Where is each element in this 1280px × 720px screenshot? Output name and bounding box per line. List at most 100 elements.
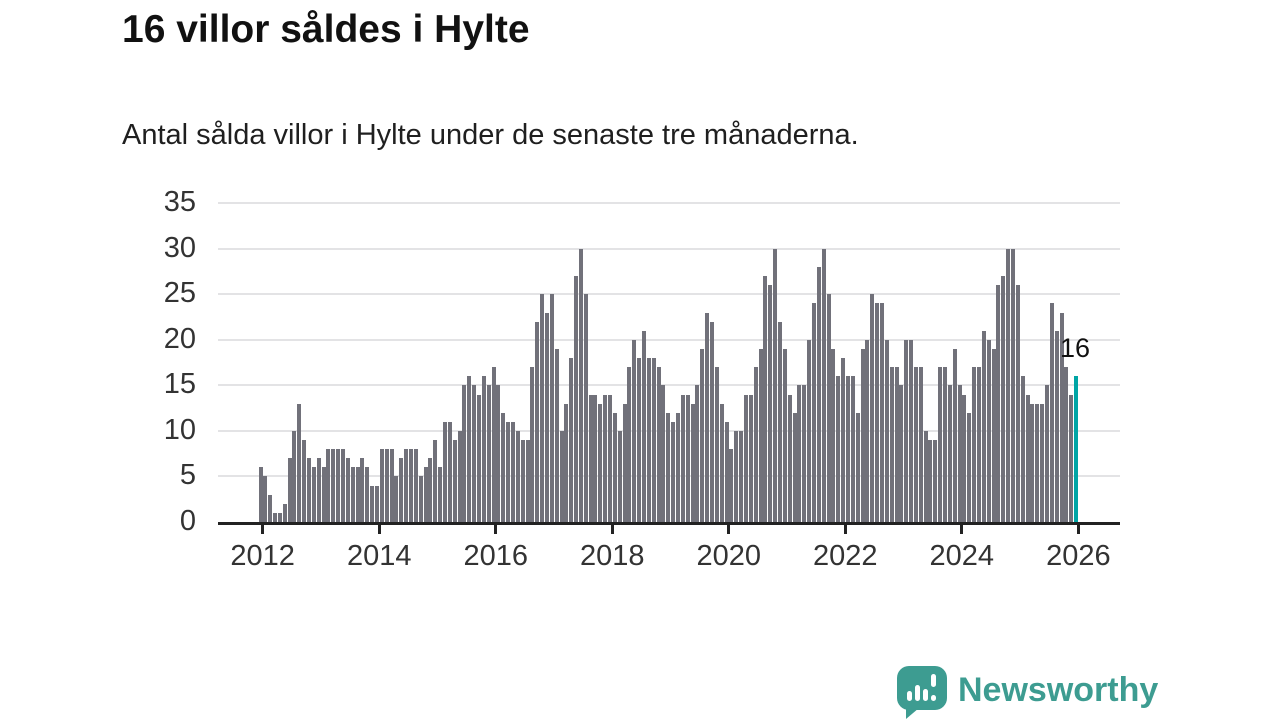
bar-month xyxy=(763,276,768,522)
bar-month xyxy=(569,358,574,522)
bar-month xyxy=(336,449,341,522)
bar-month xyxy=(535,321,540,522)
bar-month xyxy=(423,467,428,522)
x-axis-tick xyxy=(494,525,498,534)
bar-month xyxy=(933,440,938,522)
newsworthy-bubble-chart-icon xyxy=(897,664,947,719)
bar-month xyxy=(977,367,982,522)
bar-month xyxy=(899,385,904,522)
bar-month xyxy=(1011,248,1016,522)
bar-month xyxy=(491,367,496,522)
gridline xyxy=(218,338,1120,341)
bar-month xyxy=(549,294,554,522)
bar-month xyxy=(637,358,642,522)
bar-month xyxy=(515,430,520,522)
bar-month xyxy=(593,394,598,522)
bar-month xyxy=(598,403,603,522)
bar-month xyxy=(622,403,627,522)
bar-month xyxy=(787,394,792,522)
bar-month xyxy=(719,403,724,522)
bar-month xyxy=(710,321,714,522)
bar-month xyxy=(860,349,865,522)
bar-chart-plot-area xyxy=(218,195,1120,534)
bar-month xyxy=(646,358,651,522)
bar-month xyxy=(836,376,841,522)
bar-month xyxy=(714,367,719,522)
bar-month xyxy=(375,485,380,522)
bar-month xyxy=(642,330,647,522)
bar-month xyxy=(520,440,525,522)
bar-month xyxy=(1040,403,1045,522)
bar-month xyxy=(981,330,986,522)
bar-month xyxy=(418,476,423,522)
bar-month xyxy=(705,312,710,522)
bar-month xyxy=(972,367,977,522)
bar-month xyxy=(554,349,559,522)
bar-month xyxy=(744,394,748,522)
bar-month xyxy=(612,412,617,522)
bar-month xyxy=(923,430,928,522)
bar-month xyxy=(540,294,545,522)
bar-month xyxy=(530,367,535,522)
bar-month xyxy=(821,248,826,522)
bar-month xyxy=(967,412,972,522)
bar-month xyxy=(268,494,273,522)
bar-month xyxy=(1015,285,1020,522)
bar-month xyxy=(559,430,564,522)
bar-month xyxy=(292,430,297,522)
bar-month xyxy=(748,394,753,522)
bar-month xyxy=(287,458,292,522)
bar-month xyxy=(452,440,457,522)
bar-month xyxy=(1054,330,1059,522)
bar-month xyxy=(913,367,918,522)
bar-month xyxy=(365,467,370,522)
bar-month xyxy=(1020,376,1025,522)
bar-month xyxy=(1006,248,1011,522)
x-axis-tick xyxy=(727,525,731,534)
last-value-label: 16 xyxy=(1060,333,1091,363)
bar-month xyxy=(302,440,307,522)
x-tick-label: 2012 xyxy=(230,540,295,572)
bar-month xyxy=(544,312,549,522)
bar-month xyxy=(758,349,763,522)
gridline xyxy=(218,247,1120,250)
x-tick-label: 2020 xyxy=(696,540,762,572)
bar-month xyxy=(700,349,705,522)
bar-month xyxy=(792,412,797,522)
bar-month xyxy=(996,285,1001,522)
brand-name: Newsworthy xyxy=(958,670,1159,709)
bar-month xyxy=(777,321,782,522)
bar-month xyxy=(1069,394,1074,522)
bar-month xyxy=(578,248,583,522)
x-axis-tick xyxy=(1076,525,1080,534)
bar-month xyxy=(879,303,884,522)
bar-month xyxy=(904,339,909,522)
x-axis-tick xyxy=(261,525,265,534)
bar-month xyxy=(467,376,472,522)
bar-month xyxy=(1064,367,1069,522)
bar-month xyxy=(811,303,816,522)
y-tick-label: 20 xyxy=(163,322,196,355)
bar-month xyxy=(1025,394,1030,522)
bar-month xyxy=(952,349,957,522)
x-tick-label: 2026 xyxy=(1046,540,1111,572)
bar-month xyxy=(768,285,773,522)
bar-month xyxy=(1049,303,1054,522)
bar-month xyxy=(807,339,812,522)
bar-month xyxy=(909,339,914,522)
bar-month xyxy=(472,385,477,522)
bar-month xyxy=(855,412,860,522)
bar-month xyxy=(734,430,739,522)
bar-month xyxy=(938,367,943,522)
bar-month xyxy=(345,458,350,522)
bar-month xyxy=(574,276,579,522)
bar-month xyxy=(384,449,389,522)
page-title: 16 villor såldes i Hylte xyxy=(122,8,530,51)
bar-month xyxy=(845,376,850,522)
bar-month xyxy=(350,467,355,522)
y-tick-label: 5 xyxy=(179,459,196,492)
bar-month xyxy=(321,467,326,522)
bar-month xyxy=(263,476,268,522)
bar-month xyxy=(671,421,676,522)
